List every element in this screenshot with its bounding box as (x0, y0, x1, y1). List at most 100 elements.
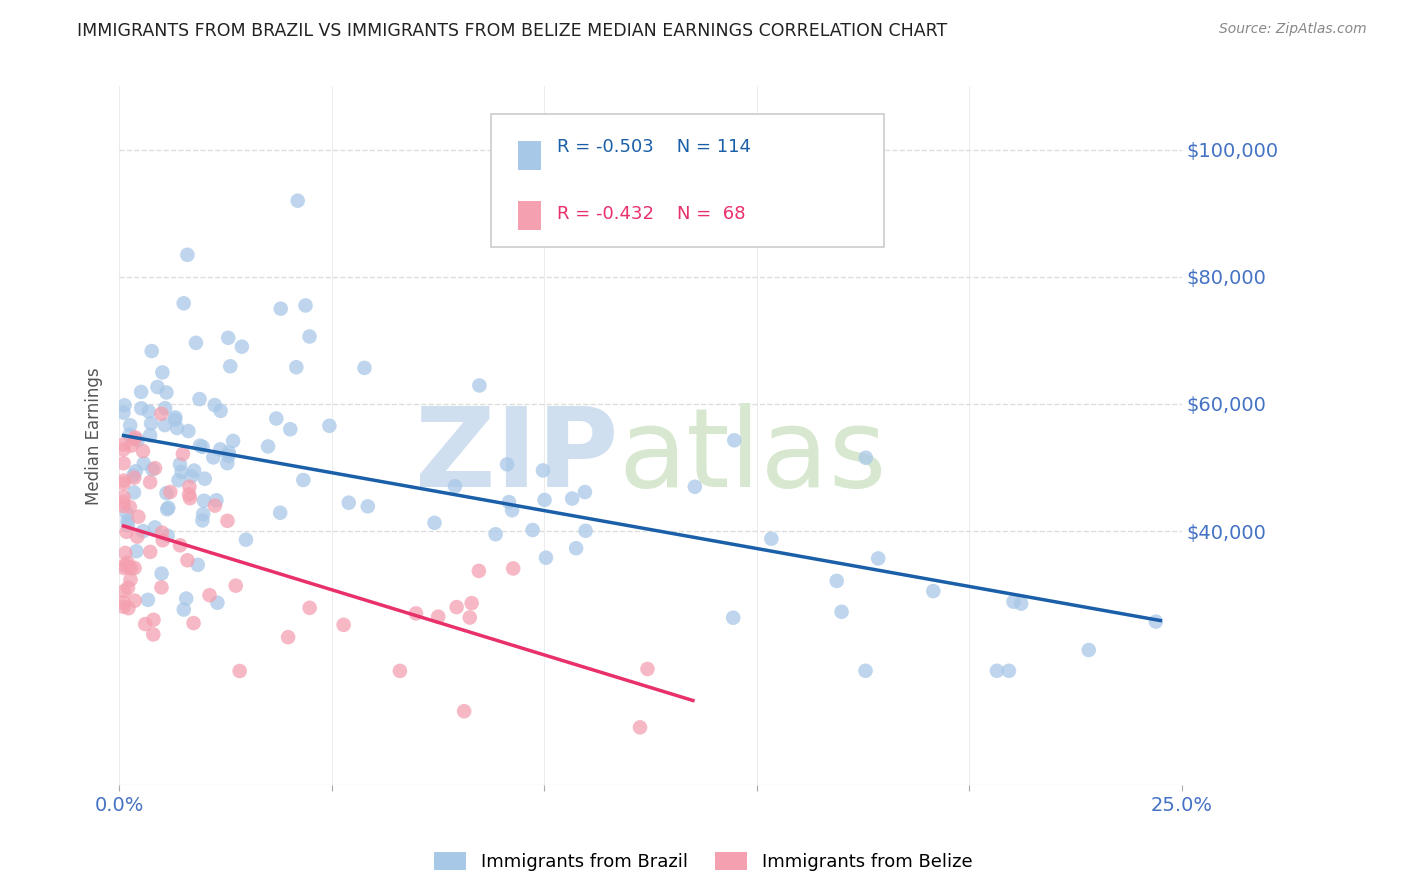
Point (172, 447, 194, 461)
Point (155, 385, 177, 400)
Point (468, 564, 491, 578)
Point (264, 411, 287, 425)
Point (152, 366, 174, 380)
Point (218, 445, 240, 459)
Point (173, 296, 195, 310)
Point (292, 473, 315, 487)
Point (127, 509, 149, 524)
Point (112, 561, 135, 575)
Point (184, 335, 207, 350)
Text: IMMIGRANTS FROM BRAZIL VS IMMIGRANTS FROM BELIZE MEDIAN EARNINGS CORRELATION CHA: IMMIGRANTS FROM BRAZIL VS IMMIGRANTS FRO… (77, 22, 948, 40)
Point (124, 430, 146, 444)
Point (205, 493, 228, 508)
Point (112, 442, 135, 457)
Point (166, 421, 188, 435)
Point (207, 596, 229, 610)
Point (217, 514, 239, 528)
Point (153, 418, 176, 433)
Point (142, 613, 165, 627)
Point (183, 616, 205, 631)
Point (124, 464, 146, 478)
Point (139, 545, 162, 559)
Point (159, 485, 181, 500)
Point (143, 461, 166, 475)
Point (112, 499, 135, 513)
Point (285, 360, 308, 375)
Point (446, 600, 468, 615)
Point (141, 462, 163, 476)
Point (485, 527, 508, 541)
Point (188, 439, 211, 453)
Point (177, 424, 200, 438)
Y-axis label: Median Earnings: Median Earnings (86, 367, 103, 505)
Point (114, 398, 136, 412)
Text: R = -0.432    N =  68: R = -0.432 N = 68 (557, 205, 745, 223)
FancyBboxPatch shape (517, 201, 541, 229)
Text: Source: ZipAtlas.com: Source: ZipAtlas.com (1219, 22, 1367, 37)
Point (146, 380, 169, 394)
Point (294, 298, 316, 312)
Point (129, 384, 152, 399)
Text: atlas: atlas (619, 403, 887, 510)
Point (761, 532, 783, 546)
Point (219, 359, 242, 374)
Point (117, 518, 139, 533)
Point (163, 412, 186, 426)
Point (723, 434, 745, 448)
Point (225, 579, 247, 593)
Point (112, 584, 135, 599)
Point (169, 457, 191, 471)
Point (141, 344, 163, 359)
Point (176, 248, 198, 262)
Point (204, 398, 226, 412)
Point (124, 593, 146, 607)
Point (150, 580, 173, 594)
Point (628, 720, 651, 734)
Point (868, 551, 890, 566)
Point (139, 475, 162, 490)
Point (287, 194, 309, 208)
Point (496, 458, 519, 472)
Point (277, 630, 299, 644)
Point (278, 422, 301, 436)
Point (498, 495, 520, 509)
Point (122, 468, 145, 483)
Point (156, 529, 179, 543)
Point (318, 418, 340, 433)
Point (217, 331, 239, 345)
Point (112, 474, 135, 488)
Point (143, 520, 166, 534)
FancyBboxPatch shape (517, 142, 541, 170)
Point (132, 444, 155, 458)
Point (204, 499, 226, 513)
Point (721, 611, 744, 625)
Point (357, 500, 380, 514)
Point (114, 546, 136, 560)
Point (453, 704, 475, 718)
Point (134, 617, 156, 632)
Point (1077, 643, 1099, 657)
Point (117, 559, 139, 574)
Point (427, 609, 450, 624)
Point (222, 434, 245, 448)
Point (120, 561, 142, 575)
Point (187, 558, 209, 572)
Text: ZIP: ZIP (415, 403, 619, 510)
Point (228, 664, 250, 678)
Point (112, 456, 135, 470)
Point (155, 486, 177, 500)
Point (209, 442, 232, 457)
Point (117, 556, 139, 570)
Point (191, 513, 214, 527)
Point (124, 561, 146, 575)
Point (117, 581, 139, 595)
Point (129, 401, 152, 416)
Point (122, 471, 145, 485)
Point (986, 664, 1008, 678)
Point (173, 602, 195, 616)
Point (152, 533, 174, 548)
Point (188, 392, 211, 406)
Point (574, 524, 596, 538)
Point (423, 516, 446, 530)
Point (167, 473, 190, 487)
